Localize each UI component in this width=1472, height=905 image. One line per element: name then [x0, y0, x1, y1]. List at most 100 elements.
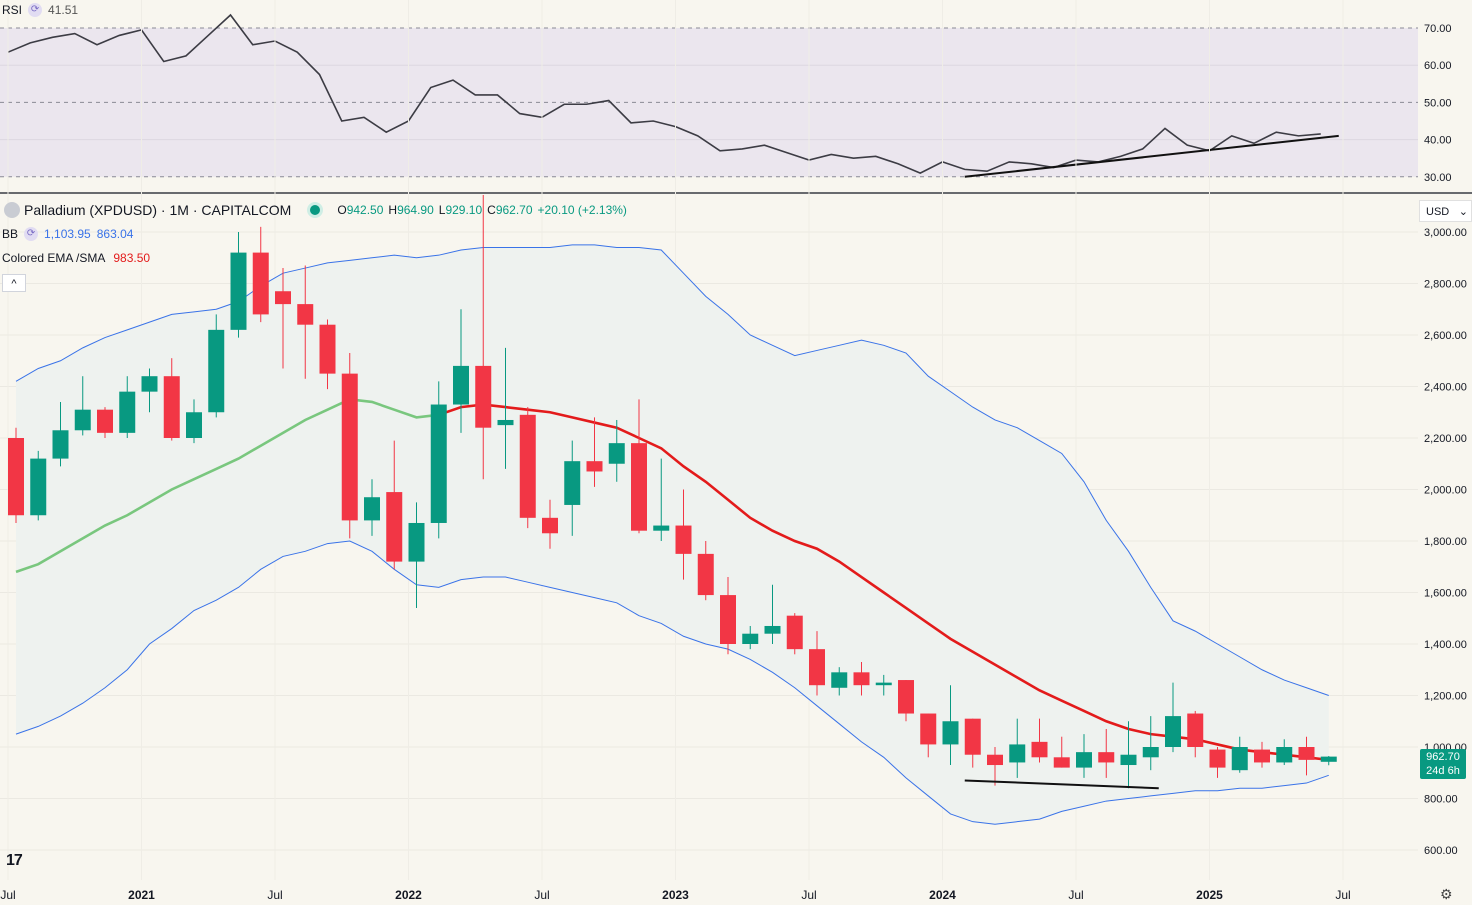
close-label: C — [487, 203, 496, 217]
candle-body[interactable] — [809, 649, 825, 686]
candle-body[interactable] — [964, 718, 981, 755]
rsi-tick-label: 60.00 — [1424, 60, 1452, 72]
high-value: 964.90 — [397, 203, 434, 217]
candle-body[interactable] — [720, 595, 736, 644]
candle-body[interactable] — [475, 365, 492, 428]
time-tick-label: 2022 — [395, 888, 422, 902]
candle-body[interactable] — [1298, 747, 1315, 760]
candle-body[interactable] — [1142, 747, 1159, 758]
candle-body[interactable] — [364, 497, 380, 521]
candle-body[interactable] — [608, 443, 625, 464]
candle-body[interactable] — [564, 461, 581, 505]
candle-body[interactable] — [853, 672, 870, 686]
candle-body[interactable] — [1276, 747, 1293, 763]
candle-body[interactable] — [1320, 756, 1337, 762]
candle-body[interactable] — [1009, 744, 1026, 763]
candle-body[interactable] — [675, 525, 692, 554]
close-value: 962.70 — [495, 203, 533, 217]
candle-body[interactable] — [1231, 747, 1248, 771]
candle-body[interactable] — [408, 522, 425, 562]
symbol-title[interactable]: Palladium (XPDUSD) · 1M · CAPITALCOM — [24, 202, 292, 218]
candle-body[interactable] — [30, 458, 47, 516]
candle-body[interactable] — [1098, 752, 1115, 763]
candle-body[interactable] — [653, 525, 670, 531]
currency-selector[interactable]: USD ⌄ — [1419, 200, 1472, 222]
rsi-tick-label: 50.00 — [1424, 97, 1452, 109]
candle-body[interactable] — [697, 553, 714, 596]
ema-legend-label: Colored EMA /SMA — [2, 251, 106, 265]
candle-body[interactable] — [1076, 752, 1092, 768]
candle-body[interactable] — [8, 438, 24, 516]
time-tick-label: 2025 — [1196, 888, 1223, 902]
candle-body[interactable] — [786, 615, 803, 650]
rsi-settings-icon[interactable]: ⟳ — [28, 3, 43, 17]
collapse-legend-button[interactable]: ^ — [2, 274, 26, 292]
rsi-legend: RSI ⟳ 41.51 — [0, 3, 84, 17]
candle-body[interactable] — [586, 461, 603, 472]
candle-body[interactable] — [453, 365, 469, 405]
candle-body[interactable] — [430, 404, 447, 523]
candle-body[interactable] — [875, 682, 892, 686]
candle-body[interactable] — [252, 252, 269, 315]
open-label: O — [337, 203, 347, 217]
rsi-tick-label: 70.00 — [1424, 23, 1452, 35]
gear-icon[interactable]: ⚙ — [1440, 886, 1453, 902]
tradingview-logo-icon[interactable]: 17 — [6, 852, 23, 869]
support-trendline[interactable] — [964, 779, 1159, 790]
bb-settings-icon[interactable]: ⟳ — [24, 227, 39, 241]
candle-body[interactable] — [942, 721, 959, 745]
candle-body[interactable] — [764, 625, 781, 634]
candle-body[interactable] — [186, 412, 202, 438]
candle-body[interactable] — [319, 324, 336, 374]
candle-body[interactable] — [119, 391, 136, 433]
candle-body[interactable] — [208, 329, 225, 413]
ohlc-low: L929.10 — [439, 203, 482, 217]
candle-body[interactable] — [74, 409, 91, 431]
candle-body[interactable] — [386, 492, 403, 562]
price-tick-label: 600.00 — [1424, 845, 1458, 857]
bb-lower-line[interactable] — [15, 540, 1329, 825]
price-tick-label: 1,400.00 — [1424, 639, 1467, 651]
candle-body[interactable] — [1165, 716, 1181, 747]
candle-body[interactable] — [297, 304, 314, 325]
candle-body[interactable] — [1031, 741, 1048, 758]
bar-countdown: 24d 6h — [1426, 765, 1460, 777]
candle-body[interactable] — [898, 680, 914, 714]
ohlc-open: O942.50 — [337, 203, 383, 217]
candle-body[interactable] — [275, 291, 291, 305]
candle-body[interactable] — [1120, 754, 1137, 766]
candle-body[interactable] — [1254, 749, 1270, 763]
candle-body[interactable] — [163, 376, 180, 438]
candle-body[interactable] — [497, 419, 514, 426]
high-label: H — [388, 203, 398, 217]
candle-body[interactable] — [1187, 713, 1204, 747]
last-price-value: 962.70 — [1426, 751, 1460, 763]
ema-line-rising[interactable] — [15, 398, 439, 574]
bb-legend: BB ⟳ 1,103.95 863.04 — [0, 227, 139, 241]
candle-body[interactable] — [97, 409, 113, 433]
rsi-trendline[interactable] — [964, 134, 1339, 178]
candle-body[interactable] — [742, 633, 759, 644]
main-legend: Palladium (XPDUSD) · 1M · CAPITALCOM O94… — [0, 202, 633, 218]
time-tick-label: Jul — [267, 888, 282, 902]
candle-body[interactable] — [920, 713, 937, 745]
price-tick-label: 2,800.00 — [1424, 279, 1467, 291]
candle-body[interactable] — [1053, 757, 1070, 768]
time-tick-label: 2023 — [662, 888, 689, 902]
candle-body[interactable] — [519, 414, 536, 518]
candle-body[interactable] — [1209, 749, 1226, 768]
low-label: L — [438, 203, 446, 217]
candle-body[interactable] — [987, 754, 1003, 766]
candle-body[interactable] — [52, 430, 69, 459]
candle-body[interactable] — [542, 517, 558, 534]
candle-body[interactable] — [230, 252, 247, 330]
symbol-icon[interactable] — [4, 202, 20, 218]
price-tick-label: 800.00 — [1424, 794, 1458, 806]
candle-body[interactable] — [141, 376, 158, 392]
candle-body[interactable] — [341, 373, 358, 521]
candle-body[interactable] — [631, 443, 647, 531]
price-tick-label: 1,600.00 — [1424, 588, 1467, 600]
candle-body[interactable] — [831, 672, 848, 688]
time-tick-label: Jul — [801, 888, 816, 902]
